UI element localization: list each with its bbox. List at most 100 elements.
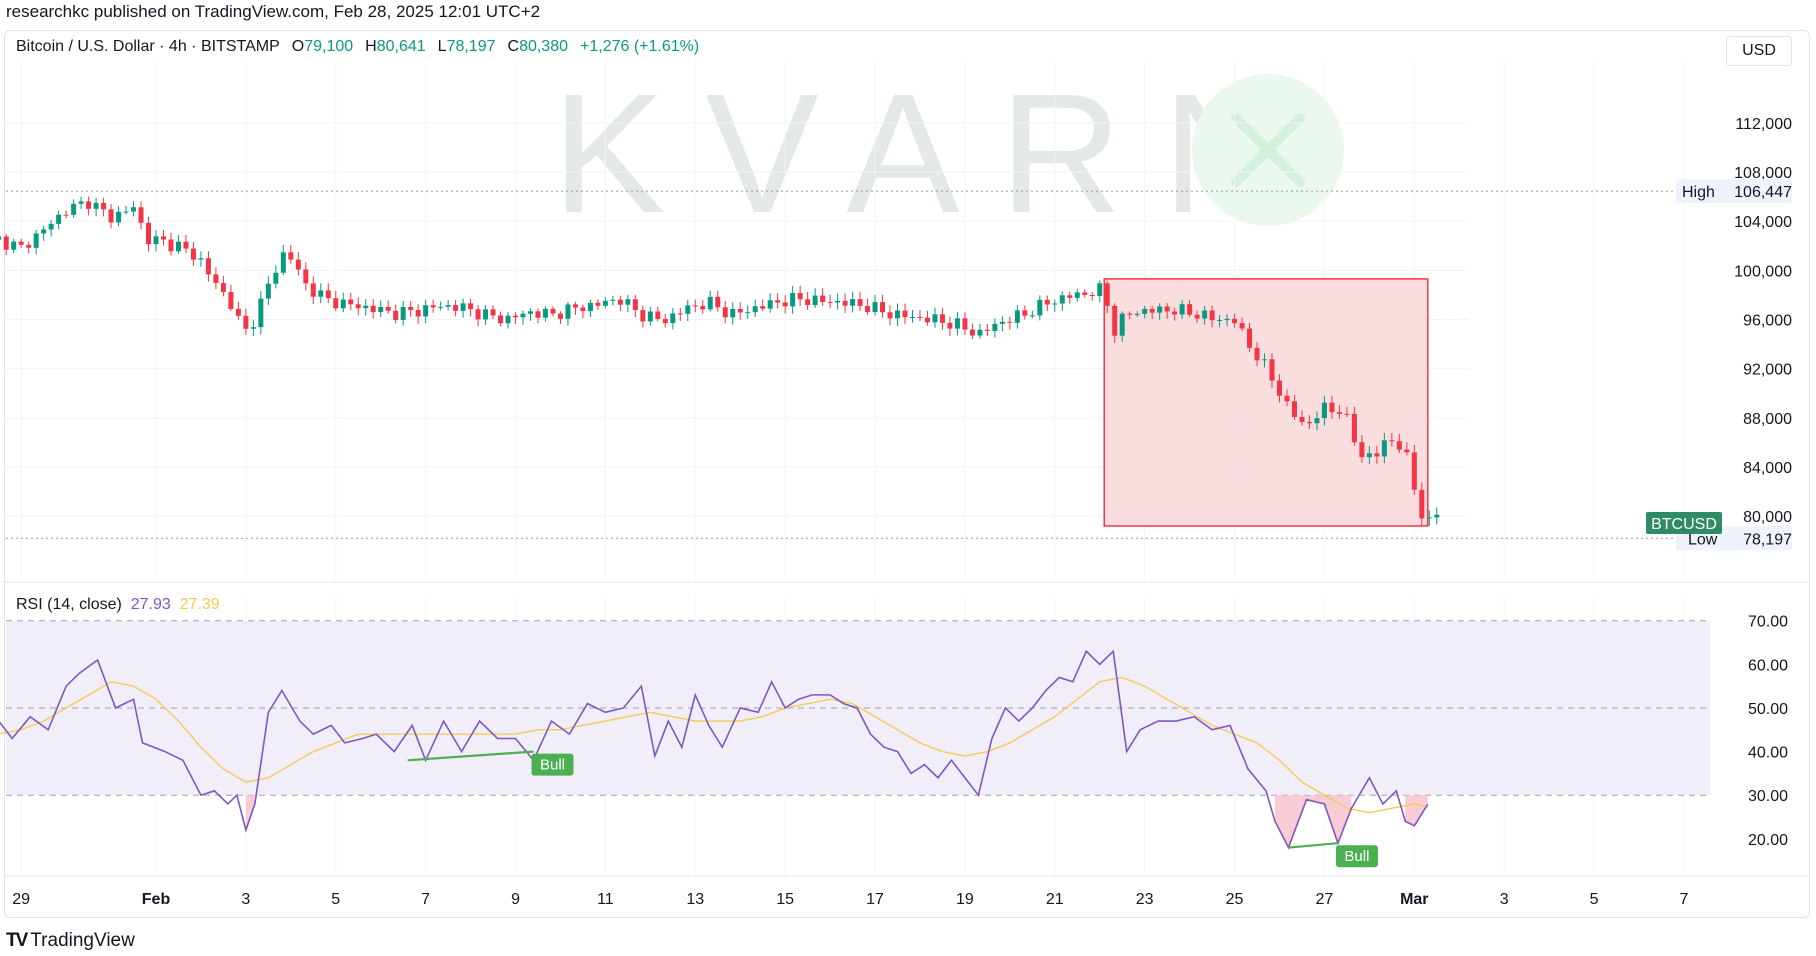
candle-body	[498, 315, 504, 324]
candle-body	[587, 302, 593, 312]
candle-body	[557, 313, 563, 319]
open-value: 79,100	[304, 38, 354, 55]
time-axis-label: 3	[241, 891, 250, 908]
low-label: L	[437, 38, 447, 55]
time-axis-label: 29	[12, 891, 30, 908]
tradingview-footer[interactable]: TV TradingView	[6, 930, 135, 952]
candle-body	[190, 248, 196, 260]
candle-body	[1007, 321, 1013, 323]
candle-body	[303, 269, 309, 284]
candle-body	[213, 274, 219, 284]
candle-body	[408, 306, 414, 310]
candle-body	[1344, 413, 1350, 415]
price-axis-label: 112,000	[1735, 116, 1792, 133]
high-marker-label: High	[1682, 184, 1715, 201]
candle-body	[138, 207, 144, 223]
candle-body	[33, 233, 39, 248]
candle-body	[101, 202, 107, 210]
tradingview-brand: TradingView	[30, 930, 135, 951]
candle-body	[760, 306, 766, 309]
candle-body	[805, 299, 811, 306]
candle-body	[909, 316, 915, 318]
candle-body	[924, 317, 930, 323]
candle-body	[318, 290, 324, 297]
candle-body	[1074, 292, 1080, 298]
candle-body	[1022, 310, 1028, 316]
candle-body	[235, 308, 241, 316]
candle-body	[1277, 380, 1282, 396]
candle-body	[647, 311, 653, 322]
candle-body	[962, 318, 968, 330]
rsi-name: RSI (14, close)	[16, 596, 122, 613]
candle-body	[1366, 453, 1372, 458]
candle-body	[363, 305, 369, 309]
candle-body	[1314, 418, 1320, 424]
candle-body	[385, 306, 391, 311]
candle-body	[1044, 299, 1050, 305]
candle-body	[1014, 310, 1020, 323]
time-axis-label: 27	[1316, 891, 1334, 908]
time-axis-label: 3	[1500, 891, 1509, 908]
rsi-value: 27.93	[130, 596, 171, 613]
candle-body	[1434, 514, 1440, 518]
candle-body	[26, 244, 32, 248]
candle-body	[56, 214, 62, 224]
candle-body	[0, 236, 2, 240]
rsi-ma-line	[0, 676, 1428, 814]
candle-body	[250, 327, 256, 329]
candle-body	[520, 313, 526, 318]
candle-body	[872, 302, 878, 313]
candle-body	[542, 308, 548, 318]
candle-body	[1104, 283, 1110, 306]
candle-body	[745, 312, 751, 314]
candle-body	[86, 201, 92, 209]
candle-body	[1157, 306, 1163, 313]
rsi-line	[0, 649, 1429, 850]
rsi-oversold-fill	[1405, 795, 1428, 826]
candle-body	[423, 305, 429, 317]
candle-body	[1404, 449, 1410, 453]
kvarn-watermark: KVARN	[552, 59, 1325, 249]
time-axis-label: 5	[331, 891, 340, 908]
candle-body	[1194, 314, 1200, 319]
candle-body	[1179, 304, 1185, 315]
candle-body	[857, 299, 863, 306]
candle-body	[453, 305, 459, 311]
bull-divergence-line	[407, 750, 534, 762]
candle-body	[1306, 421, 1312, 424]
candle-body	[692, 305, 698, 307]
rsi-axis-label: 70.00	[1748, 614, 1788, 631]
candle-body	[378, 306, 384, 313]
low-value: 78,197	[446, 38, 496, 55]
candle-body	[1172, 311, 1178, 315]
btcusd-marker-label: BTCUSD	[1651, 516, 1717, 533]
bull-divergence-line	[1288, 842, 1339, 849]
candle-body	[812, 295, 818, 306]
open-label: O	[291, 38, 305, 55]
candle-body	[1351, 413, 1357, 443]
candle-body	[880, 302, 886, 313]
candle-body	[415, 309, 421, 317]
rsi-axis-label: 60.00	[1748, 657, 1788, 674]
published-by-text: researchkc published on TradingView.com,…	[6, 2, 541, 21]
candle-body	[1059, 295, 1065, 304]
rsi-axis-label: 20.00	[1748, 832, 1788, 849]
high-marker-bg	[1676, 179, 1792, 204]
candle-body	[430, 305, 436, 308]
candle-body	[1262, 359, 1268, 361]
currency-button[interactable]: USD	[1726, 36, 1792, 66]
candle-body	[1359, 442, 1365, 458]
candle-body	[835, 300, 841, 303]
price-axis-label: 108,000	[1734, 165, 1792, 182]
candle-body	[1082, 292, 1088, 295]
bull-label-bg	[531, 753, 574, 776]
candle-body	[685, 305, 691, 314]
candle-body	[1209, 310, 1215, 321]
candle-body	[707, 296, 713, 310]
candle-body	[700, 305, 706, 310]
candle-body	[131, 207, 137, 212]
candle-body	[1411, 452, 1417, 490]
candle-body	[220, 283, 226, 292]
candle-body	[288, 252, 294, 260]
